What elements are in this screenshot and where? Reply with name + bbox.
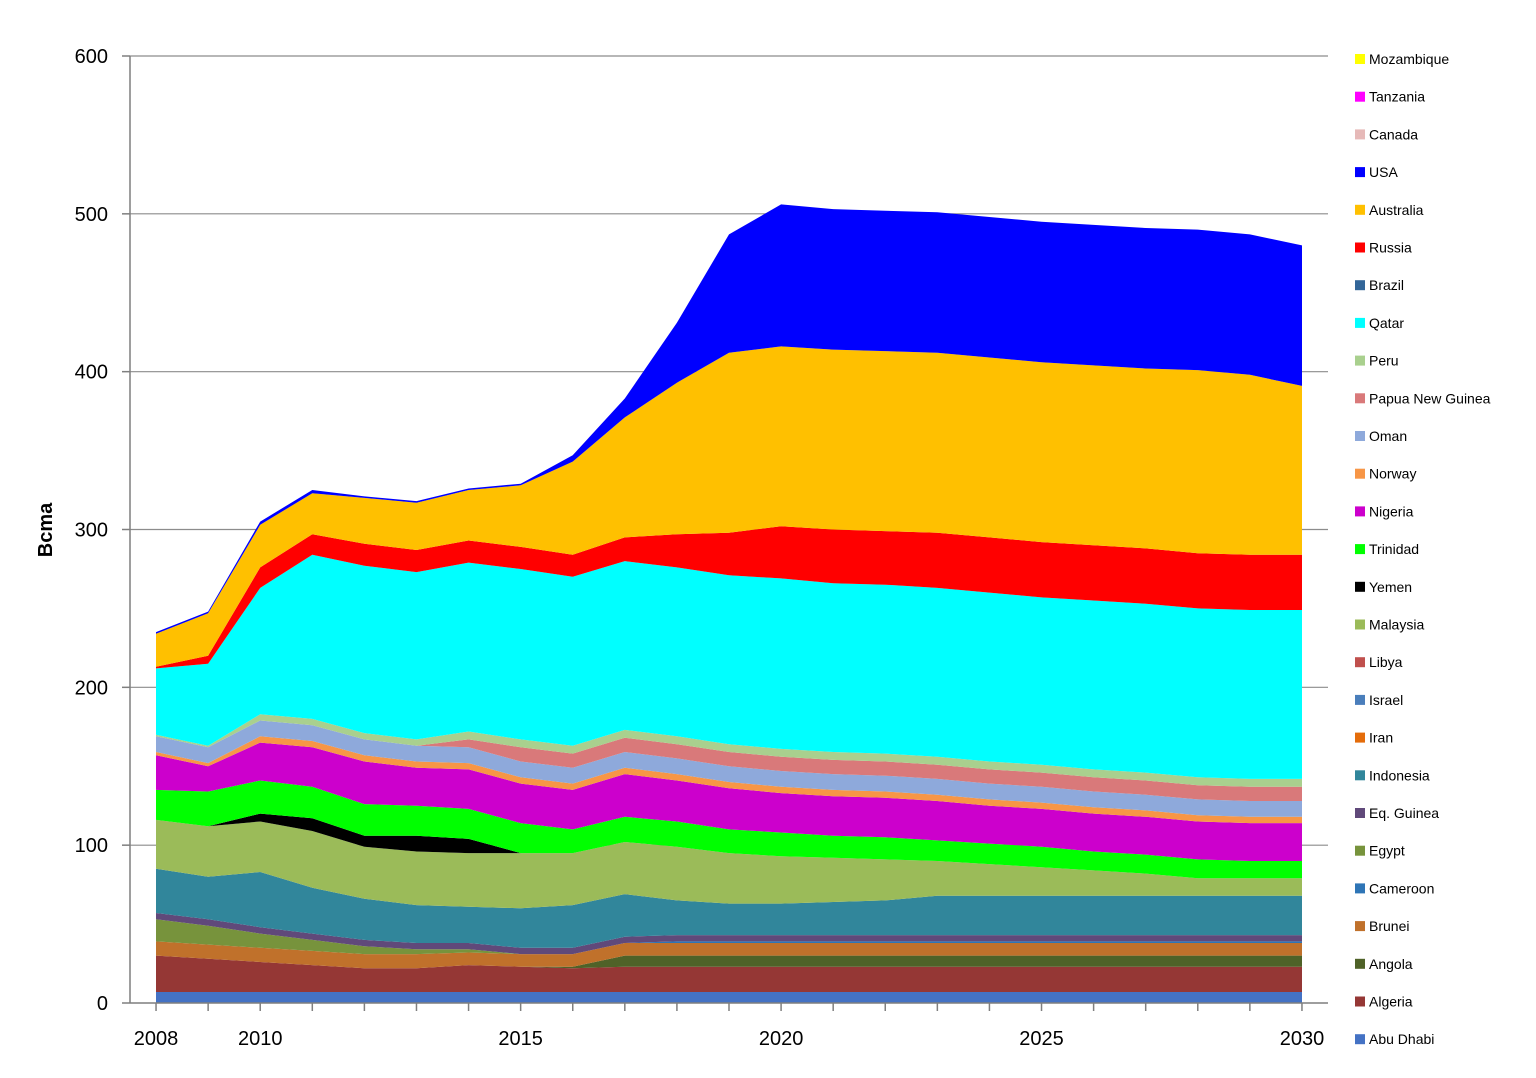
area-qatar — [156, 554, 1302, 779]
legend-label: Qatar — [1369, 315, 1404, 331]
legend-swatch — [1355, 355, 1365, 366]
legend-label: Tanzania — [1369, 89, 1425, 105]
x-tick-label-2025: 2025 — [1019, 1028, 1064, 1050]
area-malaysia — [156, 819, 1302, 909]
area-angola — [156, 955, 1302, 969]
legend-swatch — [1355, 129, 1365, 140]
legend-swatch — [1355, 958, 1365, 969]
legend-swatch — [1355, 921, 1365, 932]
area-russia — [156, 526, 1302, 669]
legend-swatch — [1355, 54, 1365, 64]
area-indonesia — [156, 868, 1302, 948]
area-yemen — [156, 813, 1302, 879]
x-tick-label-2010: 2010 — [238, 1028, 283, 1050]
legend-label: Brunei — [1369, 918, 1409, 934]
legend-label: Australia — [1369, 202, 1424, 218]
area-abu-dhabi — [156, 992, 1302, 1003]
legend-swatch — [1355, 544, 1365, 555]
x-tick-labels: 2008 2010 2015 2020 2025 2030 — [134, 1028, 1324, 1050]
legend-label: Egypt — [1369, 843, 1405, 859]
area-series — [156, 204, 1302, 1003]
legend-label: Peru — [1369, 353, 1399, 369]
area-australia — [156, 346, 1302, 667]
legend-label: Canada — [1369, 126, 1418, 142]
y-tick-label-100: 100 — [75, 835, 108, 857]
area-norway — [156, 736, 1302, 824]
x-tick-label-2008: 2008 — [134, 1028, 179, 1050]
y-tick-label-400: 400 — [75, 362, 108, 384]
y-tick-labels: 0 100 200 300 400 500 600 — [75, 46, 108, 1015]
legend-label: Israel — [1369, 692, 1403, 708]
y-tick-label-0: 0 — [97, 993, 108, 1015]
legend-label: Nigeria — [1369, 503, 1414, 519]
x-tick-label-2030: 2030 — [1280, 1028, 1325, 1050]
y-tick-label-300: 300 — [75, 520, 108, 542]
legend-label: Yemen — [1369, 579, 1412, 595]
legend-swatch — [1355, 619, 1365, 630]
area-usa — [156, 204, 1302, 634]
legend-swatch — [1355, 431, 1365, 441]
legend-label: Brazil — [1369, 277, 1404, 293]
legend-swatch — [1355, 845, 1365, 856]
legend-label: Cameroon — [1369, 880, 1434, 896]
legend-swatch — [1355, 996, 1365, 1007]
legend-swatch — [1355, 694, 1365, 705]
legend-label: Iran — [1369, 730, 1393, 746]
area-eq-guinea — [156, 913, 1302, 955]
legend-label: Indonesia — [1369, 767, 1430, 783]
y-tick-label-600: 600 — [75, 46, 108, 68]
legend-label: Libya — [1369, 654, 1403, 670]
area-algeria — [156, 955, 1302, 992]
legend-label: USA — [1369, 164, 1398, 180]
y-axis-title: Bcma — [35, 502, 57, 557]
legend-swatch — [1355, 91, 1365, 102]
legend-label: Mozambique — [1369, 51, 1449, 67]
legend-swatch — [1355, 1034, 1365, 1045]
legend-swatch — [1355, 468, 1365, 479]
legend-label: Oman — [1369, 428, 1407, 444]
legend-label: Papua New Guinea — [1369, 390, 1491, 406]
area-oman — [156, 720, 1302, 817]
legend-label: Algeria — [1369, 994, 1413, 1010]
legend-swatch — [1355, 167, 1365, 178]
legend-swatch — [1355, 280, 1365, 291]
legend: Mozambique Tanzania Canada USA Australia Russ… — [1355, 51, 1491, 1047]
legend-swatch — [1355, 657, 1365, 668]
legend-swatch — [1355, 242, 1365, 253]
area-cameroon — [156, 941, 1302, 955]
axes — [122, 55, 1328, 1011]
legend-swatch — [1355, 204, 1365, 215]
y-tick-label-500: 500 — [75, 204, 108, 226]
area-papua-new-guinea — [156, 720, 1302, 801]
area-nigeria — [156, 742, 1302, 861]
area-brunei — [156, 941, 1302, 969]
x-tick-label-2020: 2020 — [759, 1028, 804, 1050]
legend-label: Norway — [1369, 466, 1416, 482]
legend-label: Abu Dhabi — [1369, 1031, 1434, 1047]
y-tick-label-200: 200 — [75, 677, 108, 699]
legend-swatch — [1355, 808, 1365, 818]
legend-swatch — [1355, 506, 1365, 517]
legend-swatch — [1355, 581, 1365, 592]
legend-swatch — [1355, 770, 1365, 781]
legend-swatch — [1355, 883, 1365, 894]
area-peru — [156, 714, 1302, 787]
legend-label: Malaysia — [1369, 617, 1424, 633]
legend-swatch — [1355, 732, 1365, 743]
legend-label: Trinidad — [1369, 541, 1419, 557]
legend-label: Angola — [1369, 956, 1413, 972]
legend-swatch — [1355, 393, 1365, 404]
legend-label: Russia — [1369, 240, 1412, 256]
legend-label: Eq. Guinea — [1369, 805, 1439, 821]
x-tick-label-2015: 2015 — [498, 1028, 543, 1050]
legend-swatch — [1355, 317, 1365, 328]
